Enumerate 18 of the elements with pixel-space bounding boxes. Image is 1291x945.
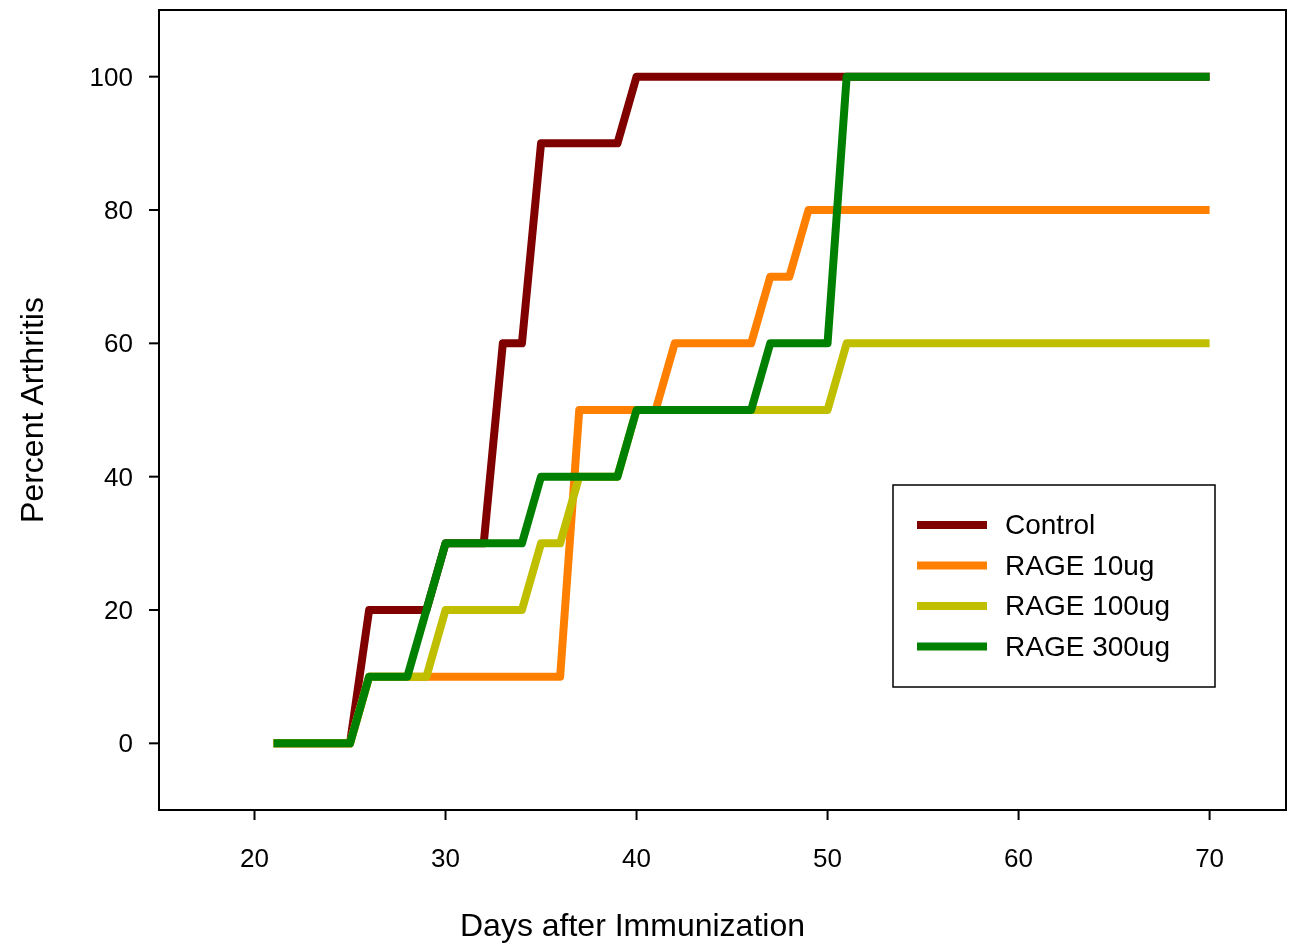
legend-label: Control xyxy=(1005,509,1096,540)
x-tick-label: 40 xyxy=(622,843,651,873)
y-tick-label: 100 xyxy=(89,61,133,92)
x-tick-label: 70 xyxy=(1195,843,1225,873)
x-tick-label: 30 xyxy=(431,843,460,873)
y-tick-label: 40 xyxy=(104,461,133,492)
x-tick-label: 20 xyxy=(240,843,269,873)
x-axis-title: Days after Immunization xyxy=(459,907,806,943)
x-tick-label: 50 xyxy=(813,843,843,873)
y-tick-label: 0 xyxy=(118,728,133,759)
y-axis-title: Percent Arthritis xyxy=(14,297,50,523)
legend-label: RAGE 100ug xyxy=(1005,590,1170,621)
y-tick-label: 60 xyxy=(104,328,133,359)
legend-label: RAGE 300ug xyxy=(1005,630,1170,662)
x-tick-label: 60 xyxy=(1004,843,1034,873)
y-tick-label: 20 xyxy=(104,595,133,625)
legend-label: RAGE 10ug xyxy=(1005,549,1155,581)
y-tick-label: 80 xyxy=(104,195,133,225)
